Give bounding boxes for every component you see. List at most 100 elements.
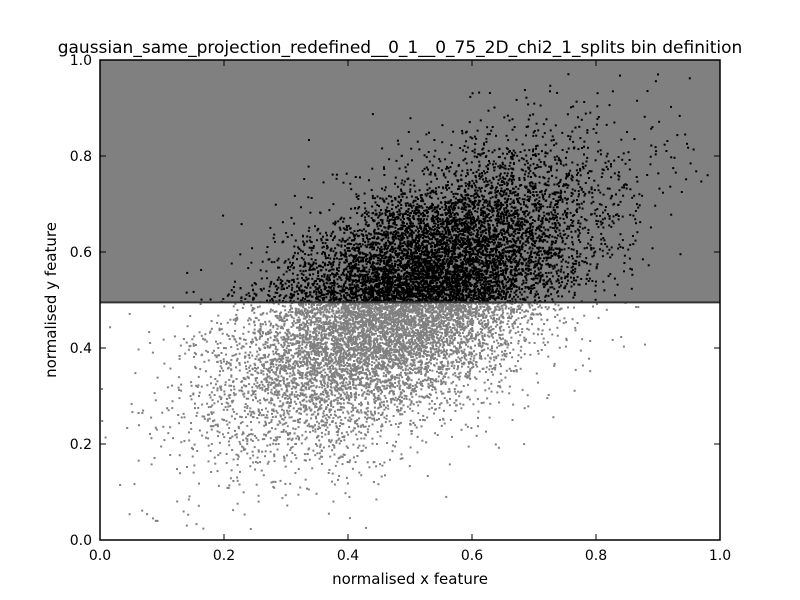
data-point xyxy=(488,416,491,419)
data-point xyxy=(356,334,359,337)
data-point xyxy=(555,230,558,233)
data-point xyxy=(391,303,394,306)
data-point xyxy=(419,219,422,222)
data-point xyxy=(396,264,399,267)
data-point xyxy=(254,336,257,339)
data-point xyxy=(496,287,499,290)
data-point xyxy=(270,261,273,264)
data-point xyxy=(287,406,290,409)
data-point xyxy=(376,298,379,301)
data-point xyxy=(447,233,450,236)
data-point xyxy=(527,172,530,175)
data-point xyxy=(185,341,188,344)
data-point xyxy=(296,394,299,396)
data-point xyxy=(445,306,448,309)
data-point xyxy=(269,299,272,302)
data-point xyxy=(308,299,310,302)
data-point xyxy=(374,326,377,329)
data-point xyxy=(336,431,339,434)
data-point xyxy=(354,355,356,358)
data-point xyxy=(564,243,567,245)
data-point xyxy=(520,207,523,209)
data-point xyxy=(381,307,384,310)
data-point xyxy=(510,180,513,182)
data-point xyxy=(460,407,463,410)
data-point xyxy=(306,235,309,238)
data-point xyxy=(480,357,483,360)
data-point xyxy=(472,359,475,362)
data-point xyxy=(443,251,446,254)
data-point xyxy=(365,420,368,423)
data-point xyxy=(245,365,247,368)
data-point xyxy=(291,343,294,346)
data-point xyxy=(297,384,300,387)
data-point xyxy=(248,295,251,297)
data-point xyxy=(455,280,458,283)
data-point xyxy=(692,148,695,151)
data-point xyxy=(259,349,261,351)
data-point xyxy=(565,202,568,205)
data-point xyxy=(346,243,349,246)
data-point xyxy=(255,367,258,370)
data-point xyxy=(344,268,346,271)
data-point xyxy=(478,153,481,156)
data-point xyxy=(228,396,231,399)
data-point xyxy=(429,290,432,293)
data-point xyxy=(434,149,437,152)
data-point xyxy=(407,240,410,243)
data-point xyxy=(262,370,265,373)
data-point xyxy=(476,210,479,213)
data-point xyxy=(495,134,497,137)
data-point xyxy=(337,307,340,310)
data-point xyxy=(411,280,414,283)
data-point xyxy=(447,239,450,242)
data-point xyxy=(537,219,540,221)
data-point xyxy=(574,326,577,329)
data-point xyxy=(469,367,472,370)
data-point xyxy=(231,435,234,438)
data-point xyxy=(331,282,334,284)
data-point xyxy=(490,382,493,385)
data-point xyxy=(483,283,486,286)
data-point xyxy=(472,295,475,298)
data-point xyxy=(472,171,475,174)
data-point xyxy=(385,351,388,354)
data-point xyxy=(400,363,403,366)
data-point xyxy=(500,243,503,246)
data-point xyxy=(451,254,454,257)
data-point xyxy=(449,288,451,291)
data-point xyxy=(355,233,358,236)
data-point xyxy=(461,196,464,199)
data-point xyxy=(356,438,359,441)
data-point xyxy=(478,186,481,189)
data-point xyxy=(546,280,549,283)
data-point xyxy=(631,196,634,199)
data-point xyxy=(274,439,277,442)
data-point xyxy=(395,159,398,162)
data-point xyxy=(394,298,396,301)
data-point xyxy=(302,250,304,253)
data-point xyxy=(325,305,328,308)
data-point xyxy=(391,330,394,333)
data-point xyxy=(495,194,498,197)
data-point xyxy=(312,394,315,397)
data-point xyxy=(423,222,425,225)
data-point xyxy=(296,435,299,438)
data-point xyxy=(429,378,432,380)
data-point xyxy=(401,216,404,219)
data-point xyxy=(455,273,458,276)
data-point xyxy=(519,203,522,206)
data-point xyxy=(375,286,378,289)
data-point xyxy=(433,280,436,283)
data-point xyxy=(483,342,486,345)
data-point xyxy=(487,331,490,334)
data-point xyxy=(392,285,395,288)
data-point xyxy=(563,317,566,320)
data-point xyxy=(573,262,576,265)
data-point xyxy=(499,206,502,209)
data-point xyxy=(376,343,379,346)
data-point xyxy=(557,199,560,202)
data-point xyxy=(442,282,445,285)
data-point xyxy=(309,431,312,434)
data-point xyxy=(341,253,344,256)
